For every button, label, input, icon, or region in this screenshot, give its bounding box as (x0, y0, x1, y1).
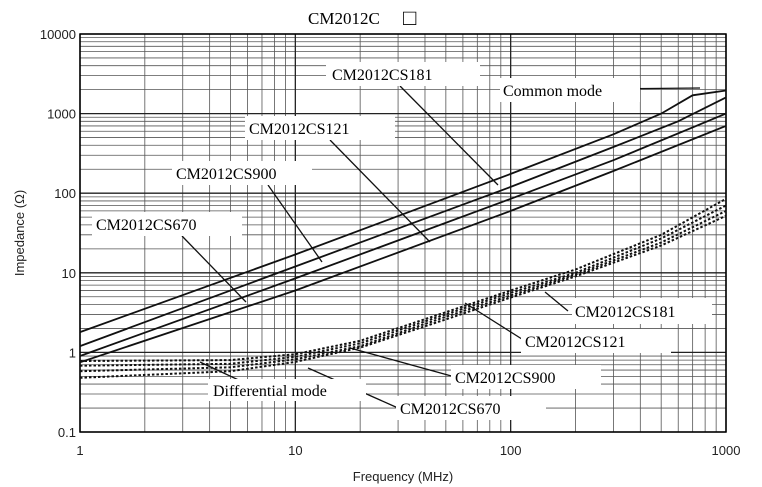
label-diff-670: CM2012CS670 (400, 401, 500, 418)
x-tick-label: 1000 (712, 443, 741, 458)
label-common-121: CM2012CS121 (249, 121, 349, 138)
series-differential-cm2012cs670 (79, 214, 727, 379)
series-common-cm2012cs670 (79, 125, 727, 364)
label-diff-181: CM2012CS181 (575, 304, 675, 321)
label-common-181: CM2012CS181 (332, 67, 432, 84)
leader-line (267, 184, 323, 263)
leader-line (464, 302, 526, 342)
series-differential-cm2012cs181 (79, 197, 727, 362)
y-tick-label: 10000 (40, 27, 76, 42)
chart-title-symbol: □ (403, 5, 416, 30)
leader-line (349, 347, 456, 378)
label-diff-121: CM2012CS121 (525, 334, 625, 351)
y-axis-label: Impedance (Ω) (12, 190, 27, 276)
series-layer (79, 89, 727, 379)
series-common-cm2012cs181 (79, 89, 727, 333)
leader-line (181, 235, 247, 303)
leader-line (329, 139, 431, 243)
x-axis-label: Frequency (MHz) (353, 469, 453, 484)
series-common-cm2012cs121 (79, 96, 727, 347)
plot-frame (79, 33, 727, 433)
series-labels: CM2012CS181 CM2012CS121 CM2012CS900 CM20… (92, 62, 712, 420)
x-tick-label: 1 (76, 443, 83, 458)
series-common-cm2012cs900 (79, 112, 727, 357)
leader-line (544, 291, 569, 312)
label-diff-900: CM2012CS900 (455, 370, 555, 387)
label-common-670: CM2012CS670 (96, 217, 196, 234)
annotation-common-mode: Common mode (503, 83, 602, 100)
y-tick-label: 1 (69, 345, 76, 360)
annotation-differential-mode: Differential mode (213, 383, 327, 400)
x-tick-label: 100 (500, 443, 522, 458)
y-tick-label: 1000 (47, 107, 76, 122)
label-common-900: CM2012CS900 (176, 166, 276, 183)
chart-title: CM2012C (308, 9, 380, 28)
x-tick-label: 10 (288, 443, 302, 458)
leader-lines (181, 85, 701, 409)
series-differential-cm2012cs900 (79, 210, 727, 373)
y-tick-label: 100 (54, 186, 76, 201)
y-tick-label: 0.1 (58, 425, 76, 440)
series-differential-cm2012cs121 (79, 204, 727, 367)
y-tick-label: 10 (62, 266, 76, 281)
leader-line (399, 85, 499, 186)
x-tick-labels: 1 10 100 1000 (76, 443, 740, 458)
y-tick-labels: 0.1 1 10 100 1000 10000 (40, 27, 76, 440)
plot-area (79, 33, 727, 433)
